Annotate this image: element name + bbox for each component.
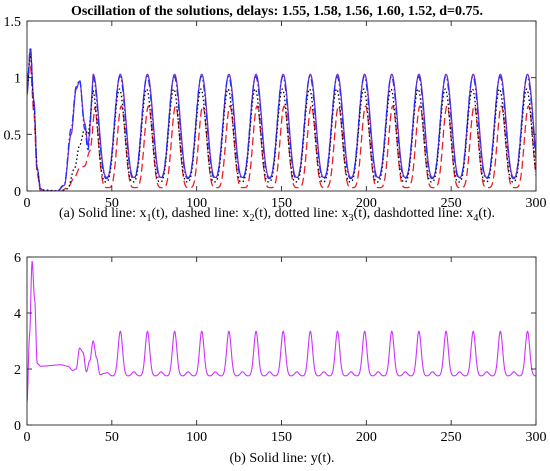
y-tick-label: 0 bbox=[14, 419, 21, 434]
x-tick-label: 150 bbox=[271, 430, 292, 445]
x-tick-label: 100 bbox=[186, 430, 207, 445]
panel-b-plot: 0 50 100 150 200 250 300 0 2 4 6 bbox=[14, 251, 547, 445]
y-tick-label: 1 bbox=[14, 72, 21, 87]
x-tick-label: 250 bbox=[441, 196, 462, 211]
y-tick-label: 0.5 bbox=[4, 128, 22, 143]
x-tick-label: 50 bbox=[105, 196, 119, 211]
x-tick-label: 300 bbox=[526, 430, 547, 445]
y-tick-label: 4 bbox=[14, 307, 21, 322]
x-tick-label: 150 bbox=[271, 196, 292, 211]
y-tick-label: 0 bbox=[14, 185, 21, 200]
series-line-x4 bbox=[27, 46, 536, 191]
panel-a-plot: 0 50 100 150 200 250 300 0 0.5 1 1.5 bbox=[4, 15, 547, 211]
caption-a-sub-2: 2 bbox=[249, 213, 254, 224]
y-tick-label: 1.5 bbox=[4, 15, 22, 30]
x-tick-label: 250 bbox=[441, 430, 462, 445]
caption-a-part-5: (t). bbox=[478, 206, 495, 221]
x-tick-label: 0 bbox=[24, 430, 31, 445]
caption-a-part-3: (t), dotted line: x bbox=[254, 206, 348, 221]
caption-a-part-2: (t), dashed line: x bbox=[151, 206, 249, 221]
x-tick-label: 50 bbox=[105, 430, 119, 445]
panel-b-caption: (b) Solid line: y(t). bbox=[230, 451, 335, 466]
caption-a-part-4: (t), dashdotted line: x bbox=[354, 206, 474, 221]
caption-a-part-1: (a) Solid line: x bbox=[59, 206, 147, 221]
caption-a-sub-4: 4 bbox=[473, 213, 478, 224]
x-tick-label: 200 bbox=[356, 430, 377, 445]
series-line-y bbox=[27, 260, 536, 403]
x-tick-label: 200 bbox=[356, 196, 377, 211]
caption-a-sub-1: 1 bbox=[146, 213, 151, 224]
series-line-x2 bbox=[27, 65, 536, 191]
x-tick-label: 100 bbox=[186, 196, 207, 211]
x-tick-label: 300 bbox=[526, 196, 547, 211]
x-tick-label: 0 bbox=[24, 196, 31, 211]
y-tick-label: 2 bbox=[14, 363, 21, 378]
y-tick-label: 6 bbox=[14, 251, 21, 266]
chart-title: Oscillation of the solutions, delays: 1.… bbox=[71, 4, 483, 19]
panel-a-caption: (a) Solid line: x1(t), dashed line: x2(t… bbox=[59, 206, 495, 224]
caption-a-sub-3: 3 bbox=[349, 213, 354, 224]
